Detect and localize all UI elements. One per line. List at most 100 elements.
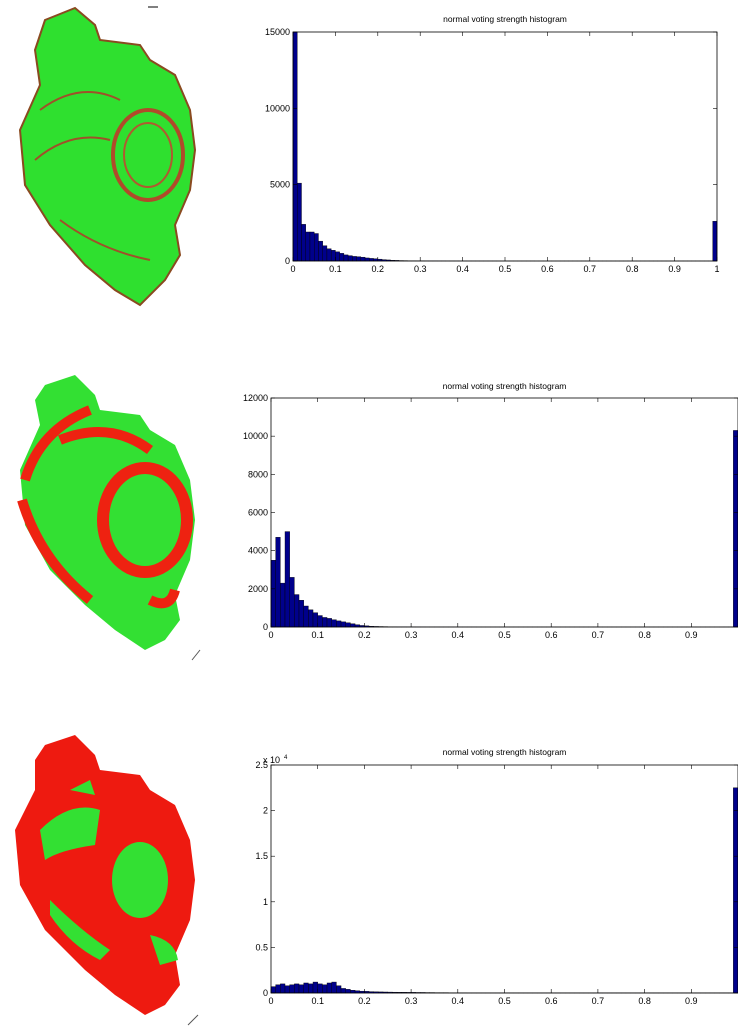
bar [276,985,281,993]
x-tick-label: 0.5 [499,264,512,274]
x-tick-label: 0.2 [372,264,385,274]
render-2 [20,375,200,660]
bar [350,990,355,993]
bar [297,183,301,261]
y-tick-label: 0.5 [255,942,268,952]
x-tick-label: 0.3 [405,996,418,1006]
x-tick-label: 0.2 [358,630,371,640]
bar [304,983,309,993]
bar [346,623,351,627]
bar [285,532,290,627]
bar [280,984,285,993]
bar [332,982,337,993]
x-tick-label: 0.1 [311,630,324,640]
bar [331,250,335,261]
bar [318,616,323,627]
bar [340,253,344,261]
bar [336,621,341,627]
chart-title: normal voting strength histogram [443,14,567,24]
chart: normal voting strength histogram 0 0.1 0.2 0… [243,381,738,640]
bar [322,617,327,627]
x-tick-label: 0.6 [545,630,558,640]
bar [348,256,352,261]
bar [350,624,355,627]
bar [271,987,276,993]
axes-box [293,32,717,261]
x-tick-label: 0.8 [638,630,651,640]
bar [335,252,339,261]
bar [323,246,327,261]
bar [280,583,285,627]
y-tick-label: 0 [263,622,268,632]
bar [318,241,322,261]
render-1 [20,7,195,305]
bar [293,32,297,261]
x-tick-label: 0.3 [414,264,427,274]
bar [290,577,295,627]
x-tick-label: 0.3 [405,630,418,640]
bar [313,982,318,993]
bar [318,984,323,993]
bar [361,257,365,261]
axes-box [271,765,738,993]
chart-title: normal voting strength histogram [443,747,567,757]
x-tick-label: 0.6 [545,996,558,1006]
chart-title: normal voting strength histogram [443,381,567,391]
y-tick-label: 1.5 [255,851,268,861]
bar [310,232,314,261]
y-scale-label: x 10 [263,755,280,765]
y-tick-label: 2 [263,806,268,816]
x-tick-label: 0.8 [626,264,639,274]
bar [713,221,717,261]
bar [314,234,318,261]
bar [322,985,327,993]
y-tick-label: 10000 [243,431,268,441]
bar [299,600,304,627]
x-tick-label: 0.8 [638,996,651,1006]
bar [327,249,331,261]
bar [733,788,738,993]
x-tick-label: 0.9 [685,996,698,1006]
x-tick-label: 0.7 [592,630,605,640]
render-3 [15,735,198,1025]
y-tick-label: 10000 [265,103,290,113]
y-tick-label: 8000 [248,469,268,479]
bar [313,613,318,627]
axes-box [271,398,738,627]
bar [276,537,281,627]
bar [308,984,313,993]
bar [365,258,369,261]
bar [327,618,332,627]
bar [304,606,309,627]
bar [344,255,348,261]
y-tick-label: 2000 [248,584,268,594]
bar [271,560,276,627]
x-tick-label: 0.9 [668,264,681,274]
bar [308,610,313,627]
bar [346,989,351,993]
x-tick-label: 0 [268,996,273,1006]
bar [352,256,356,261]
bar [341,622,346,627]
bar [294,984,299,993]
x-tick-label: 0.4 [452,996,465,1006]
bar [332,620,337,627]
x-tick-label: 0.1 [311,996,324,1006]
x-tick-label: 0.1 [329,264,342,274]
bar [290,985,295,993]
y-tick-label: 5000 [270,180,290,190]
x-tick-label: 0.6 [541,264,554,274]
page: {"chart_data": [ {"type": "histogram", "… [0,0,738,1030]
bar [336,986,341,993]
y-tick-label: 4000 [248,546,268,556]
y-tick-label: 12000 [243,393,268,403]
x-tick-label: 0 [268,630,273,640]
y-scale-exponent: 4 [284,755,288,761]
bar [299,985,304,993]
bar [301,224,305,261]
y-tick-label: 0 [263,988,268,998]
y-tick-label: 1 [263,897,268,907]
figure: normal voting strength histogram 0 0.1 0.2 0… [0,0,738,1030]
bar [327,983,332,993]
